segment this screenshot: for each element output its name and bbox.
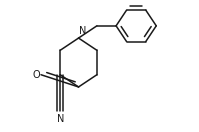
Text: N: N [79,26,87,36]
Text: N: N [57,114,64,124]
Text: O: O [32,70,40,80]
